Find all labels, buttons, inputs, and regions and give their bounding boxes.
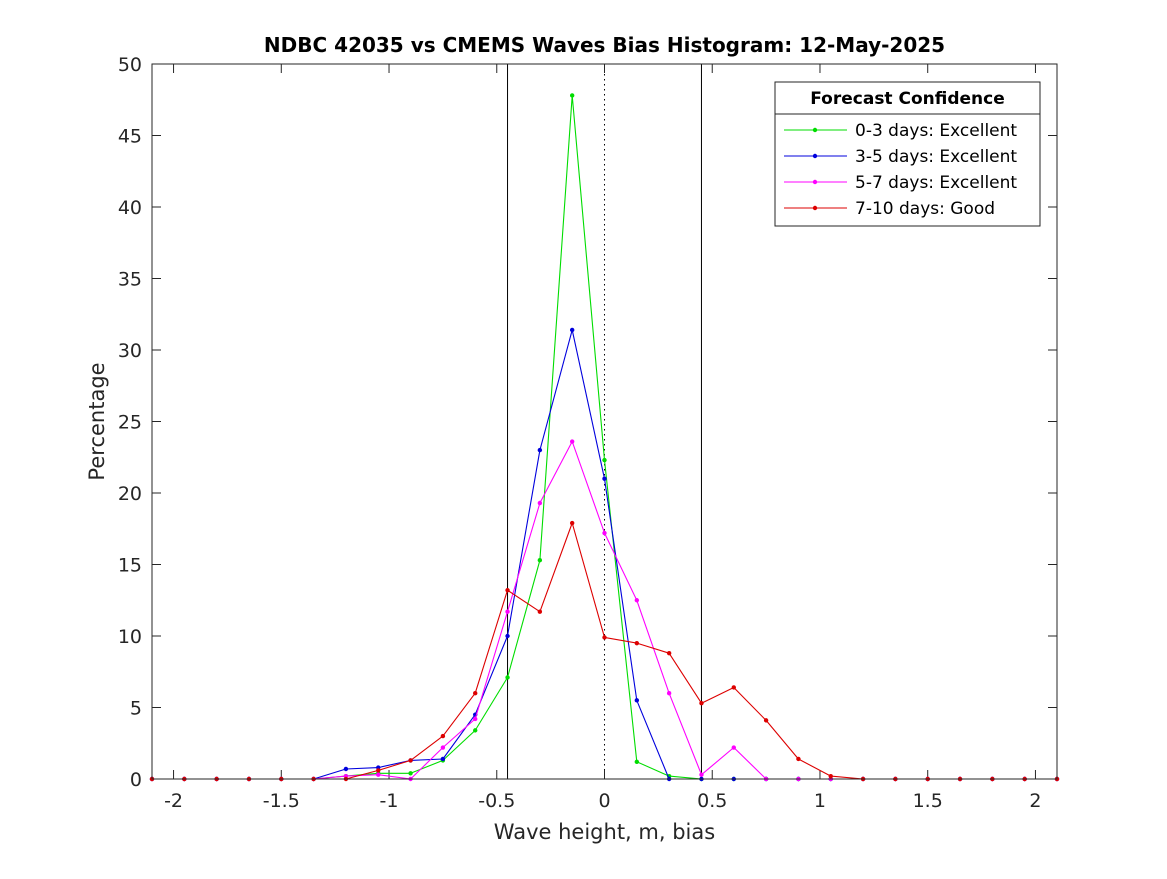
data-point (796, 756, 801, 762)
y-tick-label: 30 (118, 340, 142, 362)
data-point (473, 728, 478, 733)
x-tick-label: -2 (164, 790, 183, 812)
data-point (440, 756, 446, 762)
data-point (505, 609, 510, 614)
data-point (602, 635, 607, 640)
data-point (634, 598, 640, 603)
x-tick-label: 2 (1029, 790, 1041, 812)
data-point (569, 327, 575, 333)
data-point (505, 633, 510, 639)
legend-entry-1: 0-3 days: Excellent (855, 121, 1017, 141)
axes-box (151, 63, 1058, 780)
data-point (505, 675, 510, 680)
legend-title: Forecast Confidence (810, 89, 1005, 109)
data-point (408, 771, 413, 776)
data-point (473, 716, 478, 722)
data-point (634, 640, 640, 646)
data-point (731, 745, 736, 750)
data-point (634, 759, 640, 765)
data-point (440, 745, 446, 750)
data-point (473, 691, 478, 696)
y-axis-label: Percentage (85, 362, 109, 480)
legend-marker-3 (812, 179, 818, 185)
y-tick-label: 45 (118, 126, 142, 148)
data-point (537, 558, 543, 563)
data-point (537, 447, 543, 453)
data-point (537, 609, 543, 614)
data-point (440, 733, 446, 739)
data-point (828, 773, 833, 779)
legend-marker-2 (812, 153, 818, 159)
data-point (376, 768, 381, 773)
x-tick-label: -0.5 (478, 790, 515, 812)
data-point (763, 718, 769, 723)
data-point (602, 476, 607, 481)
y-tick-label: 15 (118, 555, 142, 577)
y-tick-label: 50 (118, 54, 142, 76)
legend-entry-4: 7-10 days: Good (855, 199, 995, 219)
x-tick-label: 0.5 (697, 790, 727, 812)
data-point (634, 698, 640, 703)
data-point (505, 588, 510, 593)
data-point (537, 500, 543, 506)
x-tick-label: 1 (814, 790, 826, 812)
x-axis-label: Wave height, m, bias (494, 820, 715, 844)
data-point (569, 520, 575, 526)
y-tick-label: 25 (118, 412, 142, 434)
y-tick-label: 35 (118, 269, 142, 291)
data-point (731, 685, 736, 690)
legend: Forecast Confidence 0-3 days: Excellent 3-… (774, 81, 1041, 227)
y-tick-label: 40 (118, 197, 142, 219)
data-point (666, 650, 672, 656)
data-point (699, 772, 704, 777)
data-point (569, 439, 575, 444)
data-point (343, 766, 349, 772)
x-tick-label: 0 (598, 790, 610, 812)
data-point (376, 772, 381, 777)
data-point (602, 457, 607, 463)
data-point (569, 93, 575, 98)
y-tick-label: 5 (130, 698, 142, 720)
x-tick-label: 1.5 (913, 790, 943, 812)
legend-marker-4 (812, 205, 818, 211)
legend-entry-2: 3-5 days: Excellent (855, 147, 1017, 167)
y-tick-label: 20 (118, 483, 142, 505)
data-point (602, 530, 607, 536)
legend-box (774, 81, 1041, 227)
chart-title: NDBC 42035 vs CMEMS Waves Bias Histogram… (264, 33, 945, 57)
legend-entry-3: 5-7 days: Excellent (855, 173, 1017, 193)
y-tick-label: 0 (130, 769, 142, 791)
legend-marker-1 (812, 127, 818, 133)
data-point (408, 758, 413, 763)
data-point (699, 701, 704, 706)
data-point (666, 691, 672, 696)
x-tick-label: -1 (380, 790, 399, 812)
x-tick-label: -1.5 (263, 790, 300, 812)
y-tick-label: 10 (118, 626, 142, 648)
